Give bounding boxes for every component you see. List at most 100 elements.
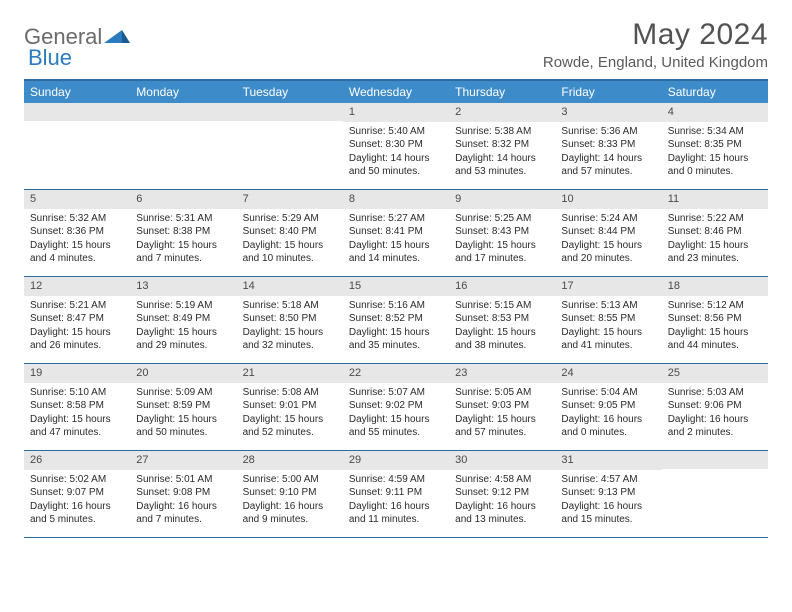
day-content: Sunrise: 5:40 AMSunset: 8:30 PMDaylight:… [343,122,449,183]
day-cell: 4Sunrise: 5:34 AMSunset: 8:35 PMDaylight… [662,103,768,189]
daylight-text: Daylight: 15 hours and 26 minutes. [30,326,124,353]
day-cell: 17Sunrise: 5:13 AMSunset: 8:55 PMDayligh… [555,277,661,363]
weekday-sat: Saturday [662,81,768,103]
day-cell: 6Sunrise: 5:31 AMSunset: 8:38 PMDaylight… [130,190,236,276]
day-content: Sunrise: 5:10 AMSunset: 8:58 PMDaylight:… [24,383,130,444]
day-content: Sunrise: 5:01 AMSunset: 9:08 PMDaylight:… [130,470,236,531]
day-number: 20 [130,364,236,383]
day-number [662,451,768,469]
sunset-text: Sunset: 8:53 PM [455,312,549,326]
sunset-text: Sunset: 8:30 PM [349,138,443,152]
day-cell: 10Sunrise: 5:24 AMSunset: 8:44 PMDayligh… [555,190,661,276]
sunrise-text: Sunrise: 4:57 AM [561,473,655,487]
day-number: 24 [555,364,661,383]
sunrise-text: Sunrise: 5:04 AM [561,386,655,400]
day-content: Sunrise: 5:13 AMSunset: 8:55 PMDaylight:… [555,296,661,357]
sunrise-text: Sunrise: 5:13 AM [561,299,655,313]
daylight-text: Daylight: 15 hours and 23 minutes. [668,239,762,266]
day-cell: 20Sunrise: 5:09 AMSunset: 8:59 PMDayligh… [130,364,236,450]
sunrise-text: Sunrise: 5:07 AM [349,386,443,400]
sunrise-text: Sunrise: 5:09 AM [136,386,230,400]
week-row: 1Sunrise: 5:40 AMSunset: 8:30 PMDaylight… [24,103,768,190]
weekday-fri: Friday [555,81,661,103]
sunrise-text: Sunrise: 5:18 AM [243,299,337,313]
day-content: Sunrise: 4:58 AMSunset: 9:12 PMDaylight:… [449,470,555,531]
week-row: 12Sunrise: 5:21 AMSunset: 8:47 PMDayligh… [24,277,768,364]
day-cell [662,451,768,537]
sunrise-text: Sunrise: 5:34 AM [668,125,762,139]
sunset-text: Sunset: 8:58 PM [30,399,124,413]
day-cell: 28Sunrise: 5:00 AMSunset: 9:10 PMDayligh… [237,451,343,537]
sunset-text: Sunset: 9:13 PM [561,486,655,500]
day-content: Sunrise: 5:27 AMSunset: 8:41 PMDaylight:… [343,209,449,270]
day-content: Sunrise: 5:25 AMSunset: 8:43 PMDaylight:… [449,209,555,270]
day-content: Sunrise: 5:38 AMSunset: 8:32 PMDaylight:… [449,122,555,183]
day-cell: 26Sunrise: 5:02 AMSunset: 9:07 PMDayligh… [24,451,130,537]
daylight-text: Daylight: 15 hours and 20 minutes. [561,239,655,266]
day-cell [237,103,343,189]
sunset-text: Sunset: 8:44 PM [561,225,655,239]
day-number [237,103,343,121]
weekday-tue: Tuesday [237,81,343,103]
sunset-text: Sunset: 8:56 PM [668,312,762,326]
day-number: 17 [555,277,661,296]
day-number: 22 [343,364,449,383]
day-cell: 31Sunrise: 4:57 AMSunset: 9:13 PMDayligh… [555,451,661,537]
daylight-text: Daylight: 16 hours and 0 minutes. [561,413,655,440]
daylight-text: Daylight: 16 hours and 2 minutes. [668,413,762,440]
sunrise-text: Sunrise: 5:19 AM [136,299,230,313]
day-content: Sunrise: 5:12 AMSunset: 8:56 PMDaylight:… [662,296,768,357]
day-number: 3 [555,103,661,122]
day-number: 10 [555,190,661,209]
daylight-text: Daylight: 16 hours and 11 minutes. [349,500,443,527]
sunrise-text: Sunrise: 5:21 AM [30,299,124,313]
day-number [24,103,130,121]
day-cell: 15Sunrise: 5:16 AMSunset: 8:52 PMDayligh… [343,277,449,363]
daylight-text: Daylight: 14 hours and 53 minutes. [455,152,549,179]
sunset-text: Sunset: 8:38 PM [136,225,230,239]
sunrise-text: Sunrise: 4:58 AM [455,473,549,487]
daylight-text: Daylight: 15 hours and 7 minutes. [136,239,230,266]
sunrise-text: Sunrise: 5:00 AM [243,473,337,487]
day-content: Sunrise: 5:21 AMSunset: 8:47 PMDaylight:… [24,296,130,357]
sunset-text: Sunset: 8:52 PM [349,312,443,326]
sunset-text: Sunset: 9:12 PM [455,486,549,500]
sunset-text: Sunset: 8:36 PM [30,225,124,239]
daylight-text: Daylight: 15 hours and 14 minutes. [349,239,443,266]
day-content: Sunrise: 4:57 AMSunset: 9:13 PMDaylight:… [555,470,661,531]
day-cell: 23Sunrise: 5:05 AMSunset: 9:03 PMDayligh… [449,364,555,450]
day-content: Sunrise: 5:24 AMSunset: 8:44 PMDaylight:… [555,209,661,270]
day-content: Sunrise: 5:18 AMSunset: 8:50 PMDaylight:… [237,296,343,357]
sunset-text: Sunset: 9:01 PM [243,399,337,413]
sunset-text: Sunset: 8:40 PM [243,225,337,239]
daylight-text: Daylight: 15 hours and 41 minutes. [561,326,655,353]
sunrise-text: Sunrise: 5:02 AM [30,473,124,487]
day-number: 12 [24,277,130,296]
sunset-text: Sunset: 8:33 PM [561,138,655,152]
day-number: 2 [449,103,555,122]
day-cell: 16Sunrise: 5:15 AMSunset: 8:53 PMDayligh… [449,277,555,363]
day-content: Sunrise: 5:19 AMSunset: 8:49 PMDaylight:… [130,296,236,357]
week-row: 5Sunrise: 5:32 AMSunset: 8:36 PMDaylight… [24,190,768,277]
daylight-text: Daylight: 15 hours and 55 minutes. [349,413,443,440]
daylight-text: Daylight: 14 hours and 50 minutes. [349,152,443,179]
day-content: Sunrise: 5:15 AMSunset: 8:53 PMDaylight:… [449,296,555,357]
day-number: 29 [343,451,449,470]
sunrise-text: Sunrise: 5:27 AM [349,212,443,226]
sunset-text: Sunset: 8:55 PM [561,312,655,326]
day-number: 4 [662,103,768,122]
sunset-text: Sunset: 8:49 PM [136,312,230,326]
sunset-text: Sunset: 8:47 PM [30,312,124,326]
sunset-text: Sunset: 9:02 PM [349,399,443,413]
weekday-thu: Thursday [449,81,555,103]
day-content: Sunrise: 5:00 AMSunset: 9:10 PMDaylight:… [237,470,343,531]
daylight-text: Daylight: 15 hours and 35 minutes. [349,326,443,353]
day-number: 26 [24,451,130,470]
day-content: Sunrise: 5:03 AMSunset: 9:06 PMDaylight:… [662,383,768,444]
day-cell [24,103,130,189]
week-row: 26Sunrise: 5:02 AMSunset: 9:07 PMDayligh… [24,451,768,538]
week-row: 19Sunrise: 5:10 AMSunset: 8:58 PMDayligh… [24,364,768,451]
sunrise-text: Sunrise: 4:59 AM [349,473,443,487]
day-number: 18 [662,277,768,296]
sunset-text: Sunset: 8:43 PM [455,225,549,239]
